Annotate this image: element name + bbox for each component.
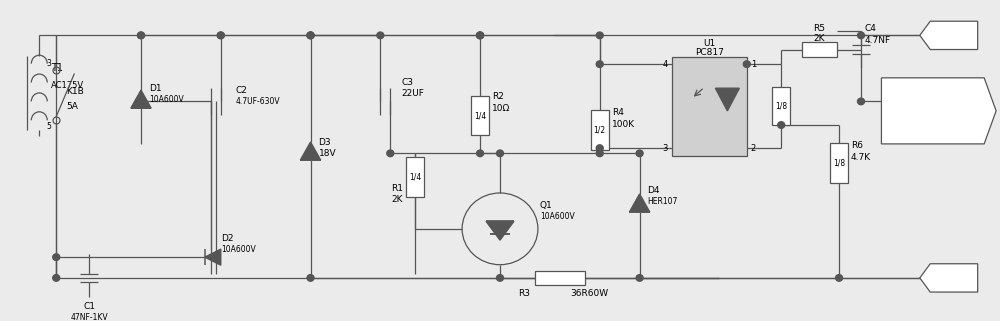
Circle shape (217, 32, 224, 39)
Text: 36R60W: 36R60W (570, 289, 608, 298)
Text: 1/4: 1/4 (409, 172, 421, 181)
Text: 10A600V: 10A600V (540, 212, 575, 221)
Text: 10A600V: 10A600V (221, 245, 256, 254)
Text: 100K: 100K (612, 120, 635, 129)
Circle shape (53, 254, 60, 260)
Polygon shape (300, 142, 321, 160)
Circle shape (858, 98, 864, 105)
Text: D3: D3 (319, 137, 331, 146)
Text: 1: 1 (751, 60, 756, 69)
Polygon shape (881, 78, 996, 144)
Text: 1/2: 1/2 (594, 125, 606, 134)
Circle shape (477, 150, 484, 157)
Text: 1/4: 1/4 (474, 111, 486, 120)
Circle shape (377, 32, 384, 39)
Polygon shape (205, 249, 221, 265)
Text: 47NF-1KV: 47NF-1KV (70, 313, 108, 321)
Text: 5A: 5A (66, 102, 78, 111)
Text: Q1: Q1 (540, 201, 553, 210)
Text: 栅极驱动信号: 栅极驱动信号 (918, 108, 950, 117)
Circle shape (387, 150, 394, 157)
Text: D1: D1 (149, 84, 162, 93)
Circle shape (307, 32, 314, 39)
Circle shape (596, 32, 603, 39)
Text: 22UF: 22UF (401, 89, 424, 98)
Circle shape (477, 32, 484, 39)
Text: D2: D2 (221, 234, 233, 243)
Bar (672, 56, 747, 156)
Text: R1: R1 (391, 184, 403, 193)
Bar (591, 110, 609, 150)
Text: C3: C3 (401, 78, 413, 87)
Text: 3: 3 (46, 59, 51, 68)
Text: R5: R5 (813, 24, 825, 33)
Polygon shape (629, 194, 650, 212)
Text: GND: GND (942, 30, 965, 40)
Text: 4.7NF: 4.7NF (865, 36, 891, 45)
Text: AC175V: AC175V (51, 81, 84, 90)
Bar (830, 143, 848, 183)
Text: 10A600V: 10A600V (149, 95, 184, 104)
Polygon shape (715, 88, 739, 111)
Text: 10Ω: 10Ω (492, 104, 510, 113)
Text: U1: U1 (703, 39, 716, 48)
Text: 2K: 2K (813, 34, 825, 43)
Bar (471, 96, 489, 135)
Text: K1B: K1B (66, 88, 84, 97)
Circle shape (596, 150, 603, 157)
Text: R2: R2 (492, 92, 504, 101)
Text: 1/8: 1/8 (775, 102, 787, 111)
Circle shape (836, 274, 843, 281)
Text: 4.7K: 4.7K (851, 152, 871, 161)
Text: 4.7UF-630V: 4.7UF-630V (236, 97, 280, 106)
Text: 4: 4 (663, 60, 668, 69)
Circle shape (596, 145, 603, 152)
Text: 3: 3 (663, 143, 668, 153)
Text: 1/8: 1/8 (833, 158, 845, 167)
Circle shape (138, 32, 144, 39)
Text: 5: 5 (46, 122, 51, 131)
Text: C1: C1 (83, 302, 95, 311)
Bar (802, 42, 837, 57)
Circle shape (636, 150, 643, 157)
Text: 二次逆变下管: 二次逆变下管 (918, 93, 950, 102)
Text: C4: C4 (865, 24, 877, 33)
Circle shape (497, 274, 503, 281)
Polygon shape (920, 21, 978, 49)
Circle shape (596, 61, 603, 67)
Polygon shape (131, 90, 151, 108)
Circle shape (138, 32, 144, 39)
Polygon shape (486, 221, 514, 240)
Text: PC817: PC817 (695, 48, 724, 57)
Text: R6: R6 (851, 141, 863, 150)
Bar (772, 87, 790, 125)
Circle shape (778, 122, 785, 128)
Text: HER107: HER107 (648, 197, 678, 206)
Circle shape (53, 274, 60, 281)
Circle shape (743, 61, 750, 67)
Text: 2K: 2K (392, 195, 403, 204)
Circle shape (307, 32, 314, 39)
Text: R3: R3 (518, 289, 530, 298)
Text: DC-: DC- (945, 273, 963, 283)
Circle shape (636, 274, 643, 281)
Circle shape (497, 150, 503, 157)
Text: D4: D4 (648, 186, 660, 195)
Bar (535, 271, 585, 285)
Text: C2: C2 (236, 86, 248, 95)
Text: 18V: 18V (319, 149, 336, 158)
Bar (406, 157, 424, 197)
Circle shape (858, 32, 864, 39)
Text: T1: T1 (51, 63, 63, 74)
Text: R4: R4 (612, 108, 624, 117)
Circle shape (217, 32, 224, 39)
Circle shape (307, 32, 314, 39)
Circle shape (307, 274, 314, 281)
Polygon shape (920, 264, 978, 292)
Circle shape (477, 32, 484, 39)
Circle shape (477, 32, 484, 39)
Text: 2: 2 (751, 143, 756, 153)
